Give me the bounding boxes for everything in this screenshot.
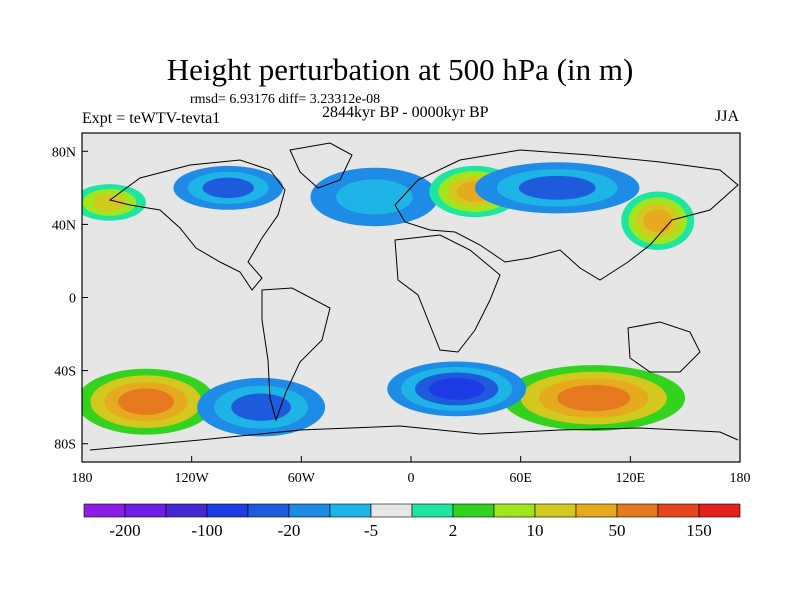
colorbar-box — [206, 503, 249, 518]
colorbar-box — [370, 503, 413, 518]
anomaly-south-pacific-level — [118, 388, 174, 415]
anomaly-north-atlantic — [310, 167, 439, 227]
lat-tick-label: 40N — [52, 218, 76, 233]
lon-tick-label: 120E — [616, 471, 646, 486]
colorbar-box — [493, 503, 536, 518]
anomaly-north-atlantic-level — [336, 179, 413, 215]
colorbar-box — [124, 503, 167, 518]
coast-antarctica — [89, 425, 739, 451]
coast-africa — [394, 234, 501, 353]
coast-greenland — [289, 142, 353, 189]
anomaly-south-africa-level — [428, 377, 485, 400]
period-label: 2844kyr BP - 0000kyr BP — [322, 104, 489, 121]
anomaly-alaska — [82, 184, 146, 221]
colorbar-label: 50 — [609, 521, 626, 540]
colorbar-box — [575, 503, 618, 518]
lon-tick-label: 180 — [730, 471, 751, 486]
lon-tick-label: 0 — [408, 471, 415, 486]
coast-north-america — [108, 159, 286, 291]
stats-text: rmsd= 6.93176 diff= 3.23312e-08 — [190, 92, 381, 107]
colorbar-box — [616, 503, 659, 518]
season-label: JJA — [715, 108, 740, 125]
coastlines — [89, 142, 739, 451]
colorbar-box — [83, 503, 126, 518]
figure-title: Height perturbation at 500 hPa (in m) — [166, 52, 634, 87]
anomaly-south-africa — [387, 361, 527, 417]
anomaly-canada-level — [202, 177, 254, 199]
anomaly-north-pacific-level — [643, 209, 673, 233]
colorbar-box — [657, 503, 700, 518]
colorbar-label: 150 — [686, 521, 712, 540]
coast-eurasia — [394, 149, 739, 281]
colorbar-label: -100 — [191, 521, 222, 540]
anomaly-siberia — [474, 162, 640, 214]
colorbar-box — [698, 503, 741, 518]
lon-tick-label: 60W — [288, 471, 316, 486]
coast-south-america — [261, 287, 331, 422]
lon-tick-label: 120W — [175, 471, 210, 486]
colorbar-box — [411, 503, 454, 518]
lon-axis: 180 120W 60W 0 60E 120E 180 — [72, 456, 751, 486]
lat-tick-label: 40S — [54, 365, 76, 380]
colorbar-label: -20 — [278, 521, 301, 540]
colorbar-box — [288, 503, 331, 518]
anomaly-south-indian-level — [557, 384, 631, 412]
field-layer — [82, 133, 740, 462]
anomaly-canada — [173, 165, 284, 210]
colorbar-box — [165, 503, 208, 518]
colorbar-box — [452, 503, 495, 518]
lat-tick-label: 0 — [69, 292, 76, 307]
lat-axis: 80N 40N 0 40S 80S — [52, 145, 88, 453]
coast-australia — [627, 321, 701, 373]
experiment-label: Expt = teWTV-tevta1 — [82, 110, 221, 127]
lon-tick-label: 60E — [509, 471, 532, 486]
lon-tick-label: 180 — [72, 471, 93, 486]
anomaly-south-indian — [502, 365, 686, 431]
colorbar-label: -200 — [109, 521, 140, 540]
lat-tick-label: 80N — [52, 145, 76, 160]
anomaly-north-pacific — [621, 191, 695, 250]
colorbar: -200 -100 -20 -5 2 10 50 150 — [83, 503, 741, 540]
colorbar-box — [247, 503, 290, 518]
anomaly-siberia-level — [518, 175, 596, 200]
lat-tick-label: 80S — [54, 438, 76, 453]
colorbar-label: 10 — [527, 521, 544, 540]
colorbar-box — [329, 503, 372, 518]
colorbar-box — [534, 503, 577, 518]
anomaly-south-atlantic — [197, 377, 326, 437]
anomaly-south-pacific — [82, 368, 216, 435]
colorbar-label: 2 — [449, 521, 458, 540]
anomaly-south-atlantic-level — [231, 393, 291, 421]
colorbar-label: -5 — [364, 521, 378, 540]
anomaly-alaska-level — [92, 193, 127, 211]
